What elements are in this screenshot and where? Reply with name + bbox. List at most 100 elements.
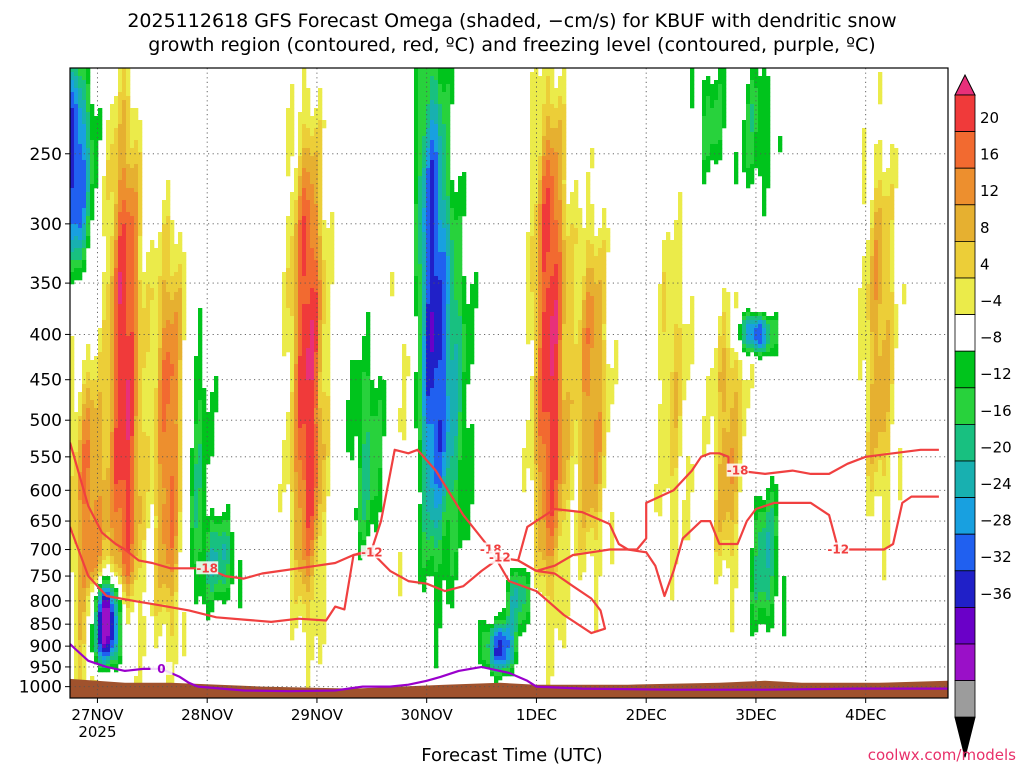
omega-cell	[102, 432, 107, 437]
omega-cell	[74, 116, 79, 121]
omega-cell	[134, 268, 139, 273]
omega-cell	[310, 444, 315, 449]
omega-cell	[130, 404, 135, 409]
omega-cell	[110, 376, 115, 381]
omega-cell	[318, 644, 323, 649]
omega-cell	[82, 452, 87, 457]
omega-cell	[122, 600, 127, 605]
omega-cell	[306, 584, 311, 589]
omega-cell	[126, 600, 131, 605]
omega-cell	[134, 176, 139, 181]
omega-cell	[310, 432, 315, 437]
omega-cell	[298, 560, 303, 565]
omega-cell	[306, 232, 311, 237]
omega-cell	[226, 516, 231, 521]
omega-cell	[322, 608, 327, 613]
omega-cell	[78, 88, 83, 93]
omega-cell	[90, 444, 95, 449]
omega-cell	[170, 360, 175, 365]
omega-cell	[294, 396, 299, 401]
omega-cell	[98, 624, 103, 629]
omega-cell	[166, 532, 171, 537]
omega-cell	[170, 376, 175, 381]
omega-cell	[74, 636, 79, 641]
omega-cell	[302, 340, 307, 345]
omega-cell	[150, 404, 155, 409]
omega-cell	[202, 512, 207, 517]
omega-cell	[106, 624, 111, 629]
omega-cell	[90, 484, 95, 489]
omega-cell	[86, 544, 91, 549]
omega-cell	[318, 388, 323, 393]
omega-cell	[322, 584, 327, 589]
omega-cell	[78, 188, 83, 193]
omega-cell	[142, 536, 147, 541]
omega-cell	[114, 304, 119, 309]
omega-cell	[82, 636, 87, 641]
omega-cell	[126, 472, 131, 477]
omega-cell	[142, 584, 147, 589]
omega-cell	[82, 376, 87, 381]
omega-cell	[154, 352, 159, 357]
omega-cell	[74, 576, 79, 581]
omega-cell	[318, 560, 323, 565]
omega-cell	[174, 344, 179, 349]
omega-cell	[126, 120, 131, 125]
omega-cell	[122, 256, 127, 261]
omega-cell	[154, 444, 159, 449]
omega-cell	[166, 288, 171, 293]
omega-cell	[166, 472, 171, 477]
omega-cell	[306, 92, 311, 97]
omega-cell	[126, 112, 131, 117]
omega-cell	[162, 364, 167, 369]
omega-cell	[130, 116, 135, 121]
omega-cell	[146, 360, 151, 365]
omega-cell	[122, 164, 127, 169]
omega-cell	[166, 360, 171, 365]
omega-cell	[322, 324, 327, 329]
omega-cell	[114, 324, 119, 329]
omega-cell	[174, 660, 179, 665]
omega-cell	[110, 340, 115, 345]
omega-cell	[106, 200, 111, 205]
omega-cell	[134, 200, 139, 205]
omega-cell	[146, 436, 151, 441]
omega-cell	[134, 352, 139, 357]
omega-cell	[146, 440, 151, 445]
omega-cell	[78, 516, 83, 521]
omega-cell	[98, 392, 103, 397]
omega-cell	[138, 172, 143, 177]
omega-cell	[134, 256, 139, 261]
omega-cell	[122, 128, 127, 133]
omega-cell	[158, 524, 163, 529]
omega-cell	[290, 116, 295, 121]
omega-cell	[310, 356, 315, 361]
omega-cell	[98, 568, 103, 573]
omega-cell	[290, 468, 295, 473]
omega-cell	[78, 240, 83, 245]
omega-cell	[166, 380, 171, 385]
omega-cell	[170, 364, 175, 369]
omega-cell	[78, 612, 83, 617]
omega-cell	[94, 556, 99, 561]
omega-cell	[78, 564, 83, 569]
omega-cell	[126, 132, 131, 137]
omega-cell	[306, 360, 311, 365]
omega-cell	[306, 188, 311, 193]
omega-cell	[106, 432, 111, 437]
omega-cell	[174, 268, 179, 273]
omega-cell	[322, 588, 327, 593]
omega-cell	[294, 248, 299, 253]
omega-cell	[114, 268, 119, 273]
omega-cell	[118, 656, 123, 661]
omega-cell	[162, 392, 167, 397]
omega-cell	[302, 440, 307, 445]
omega-cell	[138, 616, 143, 621]
omega-cell	[98, 596, 103, 601]
omega-cell	[154, 472, 159, 477]
omega-cell	[102, 500, 107, 505]
omega-cell	[78, 428, 83, 433]
omega-cell	[138, 288, 143, 293]
omega-cell	[166, 436, 171, 441]
omega-cell	[190, 472, 195, 477]
